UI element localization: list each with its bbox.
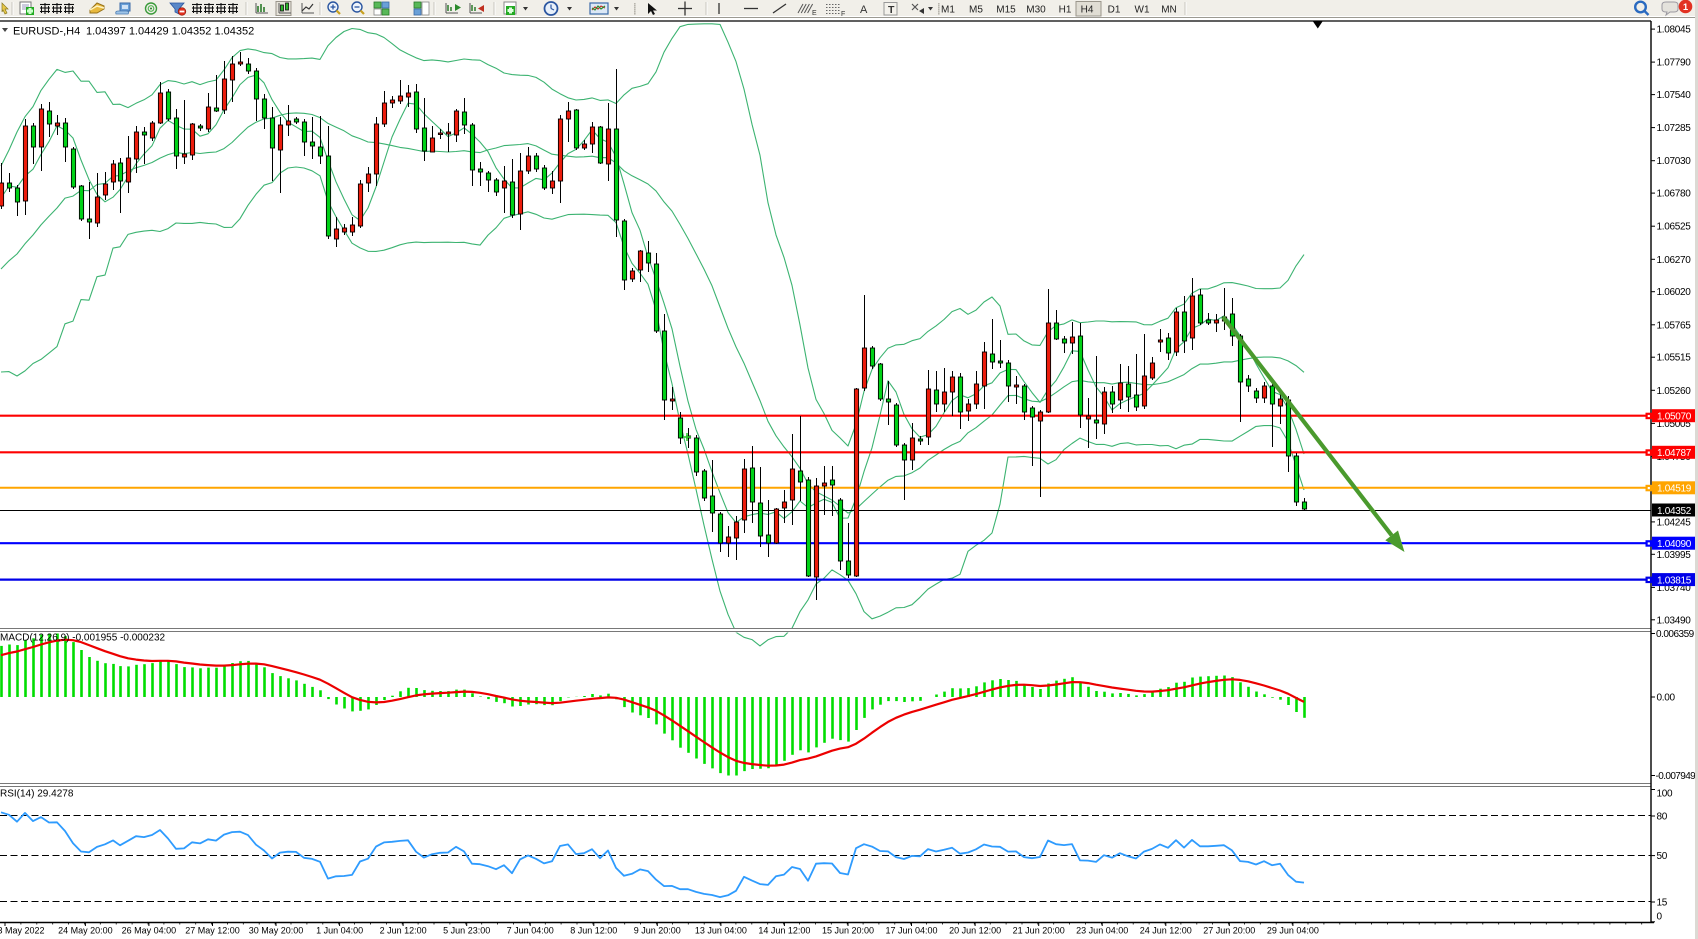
svg-text:5 Jun 23:00: 5 Jun 23:00 [443, 926, 490, 936]
svg-text:8 Jun 12:00: 8 Jun 12:00 [570, 926, 617, 936]
svg-text:1.06780: 1.06780 [1657, 189, 1692, 200]
svg-text:21 Jun 20:00: 21 Jun 20:00 [1013, 926, 1065, 936]
svg-text:T: T [888, 4, 895, 16]
svg-text:20 Jun 12:00: 20 Jun 12:00 [949, 926, 1001, 936]
svg-text:23 Jun 04:00: 23 Jun 04:00 [1076, 926, 1128, 936]
svg-text:1.06525: 1.06525 [1657, 222, 1692, 233]
svg-text:1.03815: 1.03815 [1657, 575, 1692, 586]
svg-text:W1: W1 [1135, 5, 1150, 16]
svg-text:D1: D1 [1108, 5, 1121, 16]
svg-text:1.07030: 1.07030 [1657, 156, 1692, 167]
svg-text:26 May 04:00: 26 May 04:00 [122, 926, 177, 936]
svg-text:1.07540: 1.07540 [1657, 90, 1692, 101]
svg-text:1.03490: 1.03490 [1657, 615, 1692, 626]
svg-text:1.03995: 1.03995 [1657, 550, 1692, 561]
svg-text:0.00: 0.00 [1657, 693, 1676, 704]
svg-text:A: A [860, 4, 868, 16]
svg-text:M5: M5 [969, 5, 983, 16]
svg-text:14 Jun 12:00: 14 Jun 12:00 [758, 926, 810, 936]
svg-text:1.04090: 1.04090 [1657, 539, 1692, 550]
svg-text:1: 1 [1683, 2, 1689, 13]
svg-text:1.05515: 1.05515 [1657, 353, 1692, 364]
svg-text:24 Jun 12:00: 24 Jun 12:00 [1140, 926, 1192, 936]
svg-text:RSI(14) 29.4278: RSI(14) 29.4278 [0, 789, 74, 800]
svg-text:29 Jun 04:00: 29 Jun 04:00 [1267, 926, 1319, 936]
svg-text:H1: H1 [1059, 5, 1072, 16]
svg-text:1.04787: 1.04787 [1657, 448, 1692, 459]
svg-text:1.05005: 1.05005 [1657, 419, 1692, 430]
svg-text:7 Jun 04:00: 7 Jun 04:00 [507, 926, 554, 936]
svg-text:1.05070: 1.05070 [1657, 412, 1692, 423]
svg-text:-0.007949: -0.007949 [1656, 771, 1697, 782]
svg-text:1.05765: 1.05765 [1657, 320, 1692, 331]
svg-text:80: 80 [1657, 812, 1668, 823]
svg-text:1.07285: 1.07285 [1657, 123, 1692, 134]
svg-text:E: E [812, 10, 817, 17]
svg-text:MN: MN [1161, 5, 1177, 16]
svg-text:1 Jun 04:00: 1 Jun 04:00 [316, 926, 363, 936]
svg-text:15 Jun 20:00: 15 Jun 20:00 [822, 926, 874, 936]
svg-text:F: F [841, 11, 845, 18]
svg-text:9 Jun 20:00: 9 Jun 20:00 [634, 926, 681, 936]
svg-text:1.04352: 1.04352 [1657, 506, 1692, 517]
svg-text:H4: H4 [1081, 5, 1094, 16]
svg-text:27 Jun 20:00: 27 Jun 20:00 [1203, 926, 1255, 936]
svg-text:1.06270: 1.06270 [1657, 255, 1692, 266]
svg-text:15: 15 [1657, 898, 1668, 909]
svg-text:24 May 20:00: 24 May 20:00 [58, 926, 113, 936]
svg-text:1.04519: 1.04519 [1657, 484, 1692, 495]
svg-text:1.03740: 1.03740 [1657, 583, 1692, 594]
svg-text:2 Jun 12:00: 2 Jun 12:00 [380, 926, 427, 936]
svg-text:MACD(12,26,9) -0.001955 -0.000: MACD(12,26,9) -0.001955 -0.000232 [0, 633, 166, 644]
svg-text:0: 0 [1657, 912, 1663, 923]
svg-text:1.04397 1.04429 1.04352 1.0435: 1.04397 1.04429 1.04352 1.04352 [86, 26, 254, 38]
svg-text:23 May 2022: 23 May 2022 [0, 926, 45, 936]
svg-text:30 May 20:00: 30 May 20:00 [249, 926, 304, 936]
svg-text:17 Jun 04:00: 17 Jun 04:00 [885, 926, 937, 936]
svg-text:13 Jun 04:00: 13 Jun 04:00 [695, 926, 747, 936]
svg-text:1.06020: 1.06020 [1657, 287, 1692, 298]
svg-text:M30: M30 [1026, 5, 1046, 16]
svg-text:0.006359: 0.006359 [1656, 629, 1695, 640]
svg-text:M15: M15 [996, 5, 1016, 16]
svg-text:1.05260: 1.05260 [1657, 386, 1692, 397]
svg-text:EURUSD-,H4: EURUSD-,H4 [13, 26, 80, 38]
svg-text:M1: M1 [941, 5, 955, 16]
svg-text:100: 100 [1657, 789, 1674, 800]
svg-text:50: 50 [1657, 851, 1668, 862]
svg-text:27 May 12:00: 27 May 12:00 [185, 926, 240, 936]
svg-text:1.04245: 1.04245 [1657, 517, 1692, 528]
svg-text:1.07790: 1.07790 [1657, 58, 1692, 69]
svg-text:1.08045: 1.08045 [1657, 25, 1692, 36]
